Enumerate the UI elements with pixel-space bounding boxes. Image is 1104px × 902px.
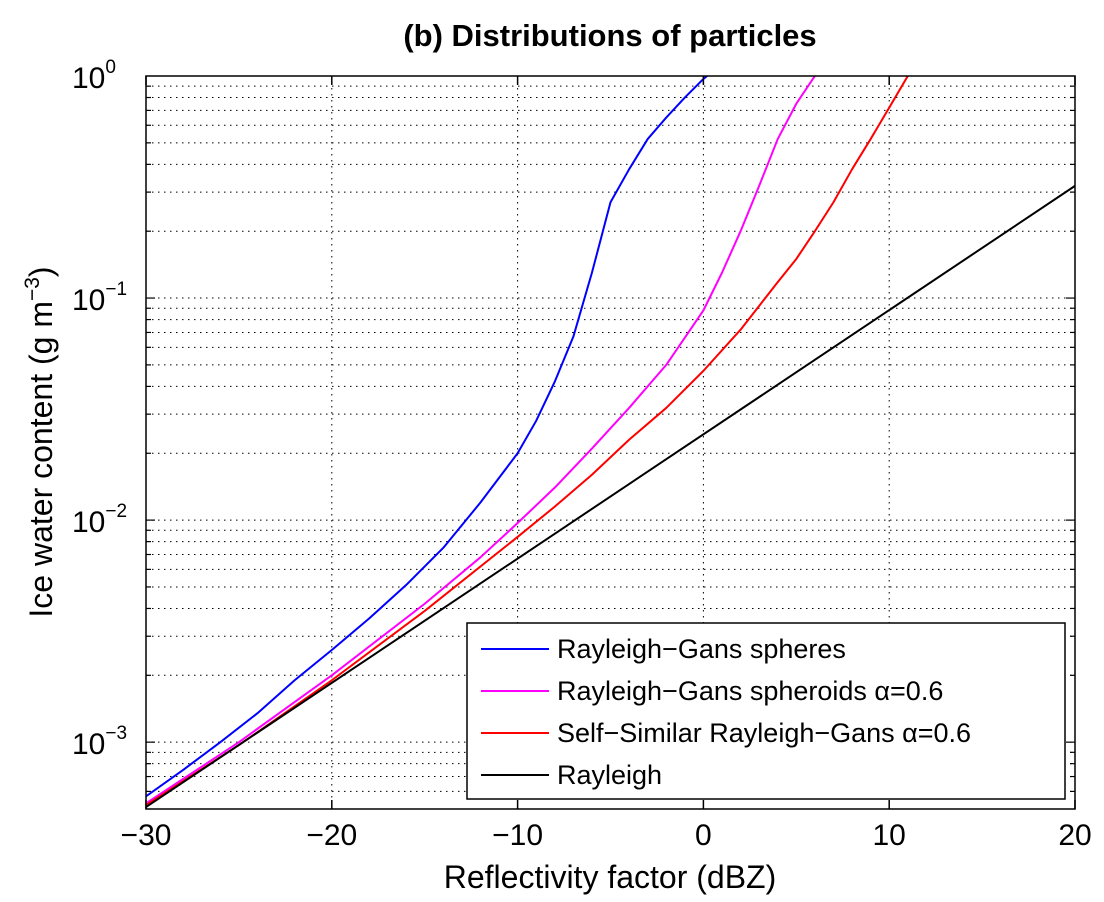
tick-marks: [145, 76, 1076, 809]
series-line-1: [146, 76, 708, 798]
series-layer: [146, 76, 1075, 808]
legend-label: Rayleigh−Gans spheroids α=0.6: [557, 676, 943, 706]
series-line-4: [146, 185, 1075, 808]
y-tick-exponent: −3: [105, 723, 127, 744]
chart-title: (b) Distributions of particles: [403, 18, 816, 53]
legend-label: Rayleigh: [557, 760, 662, 790]
x-tick-label: 10: [873, 819, 906, 852]
y-tick-base: 10: [72, 506, 105, 539]
y-tick-label: 10−3: [72, 723, 127, 761]
series-line-2: [146, 76, 816, 805]
y-tick-base: 10: [72, 728, 105, 761]
y-axis-label-main: Ice water content (g m: [23, 301, 59, 618]
series-line-3: [146, 76, 909, 807]
y-tick-base: 10: [72, 62, 105, 95]
legend: Rayleigh−Gans spheres Rayleigh−Gans spher…: [466, 622, 1066, 800]
y-tick-label: 10−2: [72, 501, 127, 539]
x-tick-labels: −30 −20 −10 0 10 20: [121, 819, 1092, 852]
y-axis-label-close: ): [23, 266, 59, 277]
x-tick-label: −30: [121, 819, 172, 852]
x-axis-label: Reflectivity factor (dBZ): [444, 859, 777, 895]
x-tick-label: 0: [695, 819, 712, 852]
plot-frame: [145, 75, 1076, 810]
x-tick-label: −10: [492, 819, 543, 852]
y-tick-base: 10: [72, 284, 105, 317]
y-tick-exponent: 0: [105, 57, 116, 78]
x-tick-label: −20: [306, 819, 357, 852]
y-axis-label: Ice water content (g m−3): [21, 266, 59, 617]
y-tick-exponent: −2: [105, 501, 127, 522]
y-tick-label: 10−1: [72, 279, 127, 317]
grid-lines: [146, 76, 1075, 809]
y-axis-label-exponent: −3: [21, 277, 44, 301]
y-tick-label: 100: [72, 57, 116, 95]
legend-label: Rayleigh−Gans spheres: [557, 634, 846, 664]
legend-box: [466, 622, 1066, 800]
legend-entries: Rayleigh−Gans spheres Rayleigh−Gans spher…: [481, 634, 971, 790]
x-tick-label: 20: [1058, 819, 1091, 852]
legend-label: Self−Similar Rayleigh−Gans α=0.6: [557, 718, 971, 748]
y-tick-exponent: −1: [105, 279, 127, 300]
